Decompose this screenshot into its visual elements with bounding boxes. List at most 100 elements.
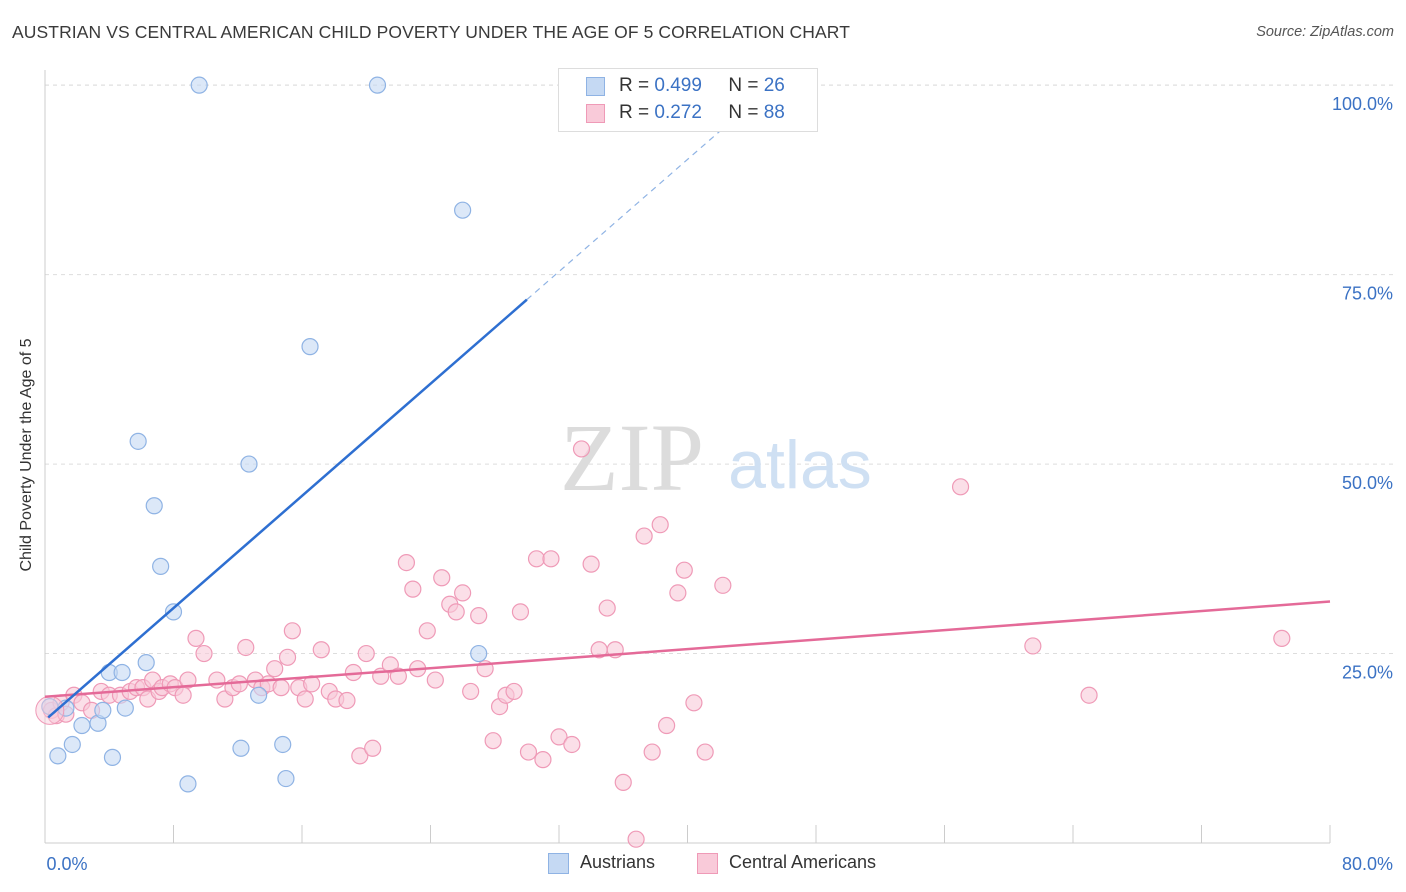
central-americans-point	[195, 644, 213, 663]
austrians-point	[152, 557, 170, 575]
central-americans-swatch	[586, 104, 605, 123]
austrians-swatch	[586, 77, 605, 96]
central-americans-point	[714, 576, 732, 594]
central-americans-point	[278, 648, 297, 666]
austrians-point	[63, 735, 81, 754]
central-americans-point	[951, 478, 970, 496]
central-americans-point	[426, 671, 444, 689]
watermark: ZIP atlas	[560, 404, 872, 511]
central-americans-point	[651, 516, 669, 534]
austrians-point	[274, 735, 292, 754]
central-americans-point	[484, 732, 502, 750]
austrians-point	[179, 775, 197, 793]
austrians-point	[116, 699, 134, 717]
central-americans-point	[696, 743, 714, 761]
central-americans-point	[1024, 637, 1042, 655]
central-americans-point	[187, 629, 205, 647]
data-points	[35, 76, 1291, 848]
central-americans-point	[447, 603, 465, 621]
central-americans-point	[296, 690, 314, 708]
austrians-point	[94, 701, 112, 719]
central-americans-point	[272, 679, 290, 697]
austrians-point	[368, 76, 387, 94]
austrians-point	[129, 432, 147, 450]
austrians-point	[137, 654, 155, 672]
central-americans-point	[572, 440, 591, 458]
central-americans-point	[550, 728, 568, 746]
austrians-point	[470, 644, 488, 663]
central-americans-point	[312, 641, 330, 659]
watermark-zip: ZIP	[560, 404, 704, 511]
central-americans-point	[511, 603, 530, 621]
central-americans-point	[433, 569, 451, 587]
austrians-point	[164, 603, 183, 621]
n-value-central-americans: 88	[763, 102, 785, 123]
y-tick-label: 75.0%	[1342, 284, 1393, 304]
central-americans-point	[598, 599, 616, 617]
austrians-point	[301, 338, 319, 356]
central-americans-point	[685, 694, 703, 712]
y-axis-label: Child Poverty Under the Age of 5	[18, 338, 35, 572]
austrians-point	[190, 76, 208, 94]
austrians-point	[232, 739, 250, 757]
y-tick-label: 50.0%	[1342, 473, 1393, 493]
central-americans-legend-label: Central Americans	[729, 852, 877, 872]
austrians-point	[240, 455, 258, 473]
central-americans-point	[542, 550, 560, 568]
central-americans-point	[658, 716, 676, 735]
central-americans-point	[505, 682, 523, 701]
tick-labels: 25.0% 50.0% 75.0% 100.0% 0.0% 80.0%	[46, 94, 1393, 874]
central-americans-point	[614, 773, 632, 791]
central-americans-point	[454, 584, 472, 602]
x-tick-label-min: 0.0%	[46, 854, 87, 874]
central-americans-point	[418, 622, 436, 640]
central-americans-legend-swatch	[697, 853, 718, 874]
chart-title: AUSTRIAN VS CENTRAL AMERICAN CHILD POVER…	[12, 22, 851, 42]
austrians-point	[277, 769, 295, 788]
central-americans-point	[351, 747, 369, 765]
central-americans-point	[364, 739, 382, 757]
r-value-central-americans: 0.272	[654, 102, 702, 123]
central-americans-point	[635, 527, 653, 545]
correlation-legend: R = 0.499 N = 26 R = 0.272 N = 88	[558, 68, 818, 132]
austrians-point	[103, 748, 122, 766]
central-americans-point	[1273, 629, 1291, 647]
central-americans-point	[174, 686, 192, 704]
central-americans-point	[627, 830, 645, 848]
austrians-trendline	[47, 298, 528, 719]
central-americans-point	[675, 561, 693, 579]
central-americans-point	[669, 584, 687, 602]
central-americans-point	[237, 638, 255, 657]
r-value-austrians: 0.499	[654, 75, 702, 96]
central-americans-point	[283, 622, 301, 640]
central-americans-point	[35, 695, 65, 725]
n-label: N =	[728, 75, 759, 96]
central-americans-point	[338, 691, 356, 710]
austrians-point	[145, 497, 163, 515]
central-americans-point	[397, 553, 416, 572]
source-label: Source: ZipAtlas.com	[1256, 24, 1394, 40]
central-americans-point	[179, 671, 197, 689]
r-label: R =	[619, 102, 650, 123]
series-legend: Austrians Central Americans	[0, 851, 1406, 877]
austrians-point	[454, 201, 472, 219]
central-americans-point	[582, 555, 600, 573]
watermark-atlas: atlas	[728, 427, 872, 503]
central-americans-point	[462, 682, 480, 701]
y-tick-label: 100.0%	[1332, 94, 1393, 114]
austrians-point	[113, 663, 131, 682]
central-americans-trendline	[44, 600, 1331, 698]
central-americans-point	[527, 550, 546, 568]
austrians-legend-swatch	[548, 853, 569, 874]
central-americans-point	[389, 667, 407, 685]
central-americans-point	[1080, 686, 1098, 704]
trend-lines	[44, 102, 1331, 719]
central-americans-point	[534, 751, 552, 769]
austrians-trendline-extension	[526, 102, 753, 301]
central-americans-point	[563, 735, 581, 754]
austrians-legend-label: Austrians	[580, 852, 656, 872]
austrians-point	[49, 747, 67, 765]
central-americans-point	[519, 743, 538, 761]
x-tick-label-max: 80.0%	[1342, 854, 1393, 874]
